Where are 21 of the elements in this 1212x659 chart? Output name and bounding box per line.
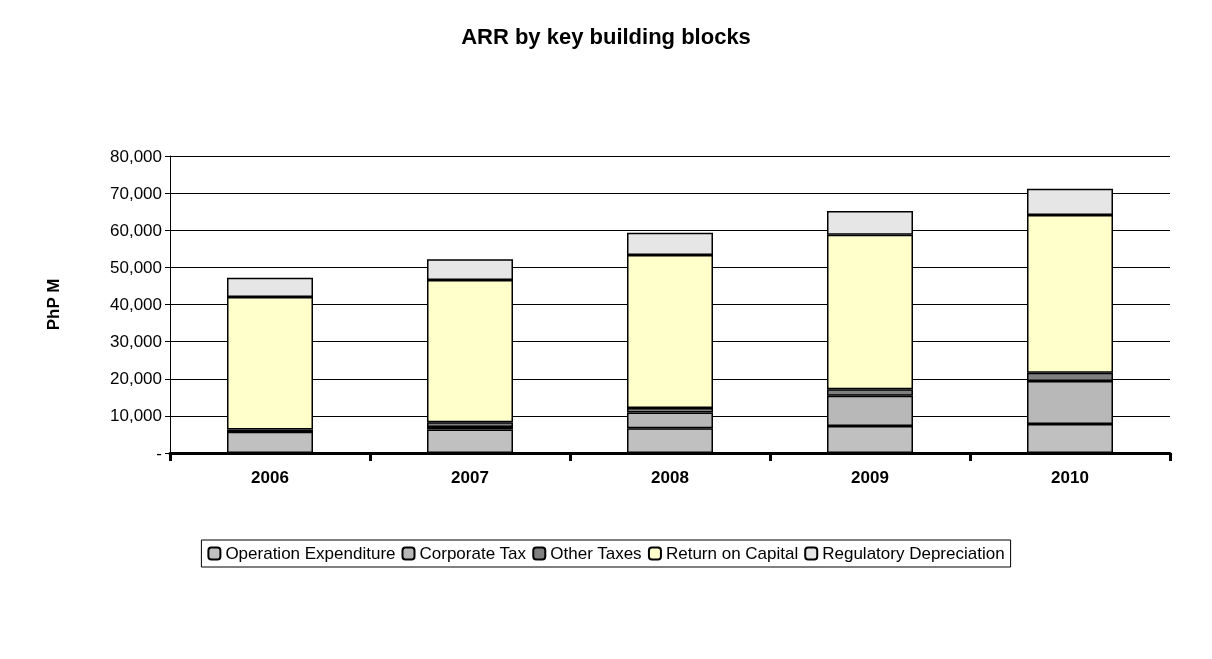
x-tick-label: 2006: [251, 468, 289, 487]
x-tick-label: 2010: [1051, 468, 1089, 487]
legend-label: Regulatory Depreciation: [822, 544, 1005, 563]
legend-label: Other Taxes: [550, 544, 642, 563]
y-tick-label: 20,000: [110, 369, 162, 389]
x-tick-label: 2008: [651, 468, 689, 487]
y-tick-label: 50,000: [110, 257, 162, 277]
y-tick-label: 40,000: [110, 295, 162, 314]
legend-label: Corporate Tax: [419, 544, 527, 563]
x-tick-label: 2007: [451, 468, 489, 487]
y-axis-title: PhP M: [44, 278, 63, 331]
y-tick-label: 30,000: [110, 332, 162, 352]
y-tick-label: 70,000: [110, 183, 162, 203]
chart-title: ARR by key building blocks: [461, 23, 751, 49]
y-tick-label: 80,000: [110, 146, 162, 166]
y-tick-label: 10,000: [110, 406, 162, 426]
legend-label: Return on Capital: [665, 544, 799, 563]
y-tick-label: 60,000: [110, 220, 162, 240]
x-tick-label: 2009: [851, 468, 889, 487]
legend-label: Operation Expenditure: [225, 544, 396, 563]
y-tick-label: -: [156, 443, 162, 463]
